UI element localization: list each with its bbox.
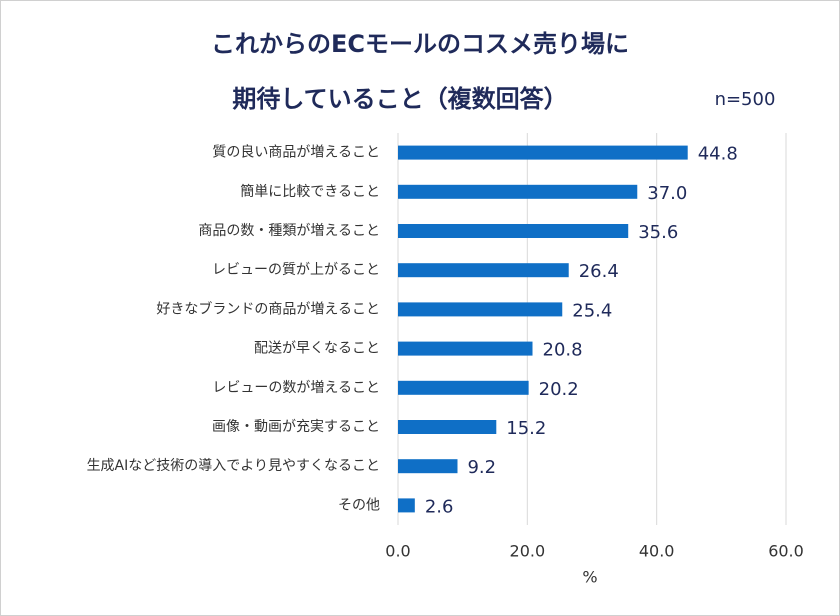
value-label: 25.4: [572, 300, 612, 321]
bar: [398, 420, 497, 434]
sample-size-note: n=500: [715, 89, 776, 110]
y-tick-label: 商品の数・種類が増えること: [198, 223, 380, 239]
bar: [398, 263, 569, 278]
chart-title: 期待していること（複数回答）: [232, 85, 567, 113]
bar: [398, 302, 563, 317]
value-label: 9.2: [467, 457, 496, 478]
bar: [398, 341, 533, 356]
y-tick-label: 質の良い商品が増えること: [212, 145, 380, 161]
y-tick-label: その他: [338, 497, 380, 513]
chart-title: これからのECモールのコスメ売り場に: [211, 30, 629, 58]
y-tick-label: レビューの数が増えること: [212, 380, 380, 396]
bar: [398, 184, 638, 199]
value-label: 20.2: [539, 379, 579, 400]
value-label: 35.6: [638, 222, 678, 243]
bar: [398, 224, 629, 238]
x-tick-label: 0.0: [385, 542, 410, 561]
value-label: 2.6: [425, 496, 454, 517]
y-tick-label: 画像・動画が充実すること: [212, 419, 380, 435]
value-label: 20.8: [543, 340, 583, 361]
x-tick-label: 20.0: [510, 542, 546, 561]
value-label: 26.4: [579, 261, 619, 282]
value-label: 37.0: [647, 183, 687, 204]
y-tick-label: 好きなブランドの商品が増えること: [156, 300, 380, 317]
x-tick-label: 40.0: [639, 542, 675, 561]
y-tick-label: レビューの質が上がること: [212, 262, 380, 278]
bar: [398, 380, 529, 395]
bar: [398, 459, 458, 474]
bar: [398, 145, 688, 160]
bar: [398, 498, 415, 513]
y-tick-label: 簡単に比較できること: [240, 184, 380, 200]
x-axis-label: %: [582, 568, 597, 587]
value-label: 44.8: [698, 144, 738, 165]
y-tick-label: 生成AIなど技術の導入でより見やすくなること: [87, 458, 380, 474]
y-tick-label: 配送が早くなること: [254, 341, 380, 357]
x-tick-label: 60.0: [768, 542, 804, 561]
value-label: 15.2: [506, 418, 546, 439]
